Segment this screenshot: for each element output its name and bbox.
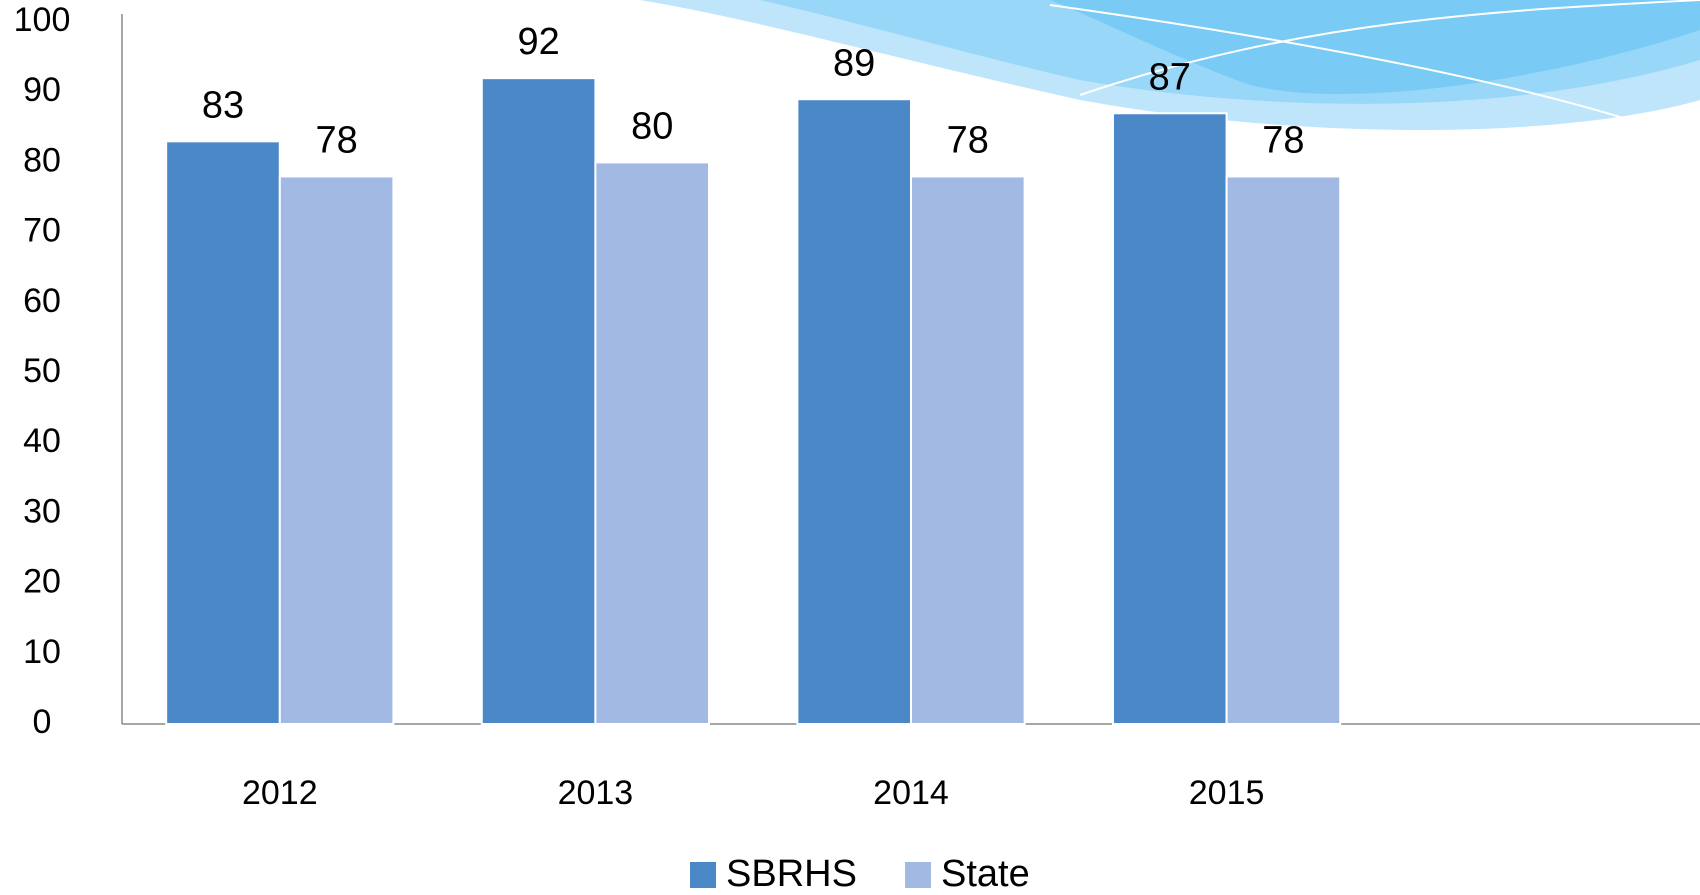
y-tick-label: 90 — [23, 71, 61, 109]
bar — [797, 99, 911, 724]
legend-label: SBRHS — [726, 853, 857, 895]
bar — [166, 141, 280, 724]
data-label: 83 — [202, 84, 244, 126]
chart: 0 10 20 30 40 50 60 70 80 90 100 2012 83 78 2013 92 80 20… — [0, 0, 1700, 895]
data-label: 92 — [517, 21, 559, 63]
data-label: 89 — [833, 42, 875, 84]
legend-label: State — [941, 853, 1030, 895]
x-tick-label: 2015 — [1189, 774, 1265, 812]
bar — [911, 176, 1025, 724]
y-tick-label: 50 — [23, 352, 61, 390]
page: {"chart_data": {"type": "bar", "categori… — [0, 0, 1700, 895]
y-tick-label: 60 — [23, 282, 61, 320]
x-tick-label: 2013 — [558, 774, 634, 812]
x-tick-label: 2012 — [242, 774, 318, 812]
data-label: 78 — [1262, 119, 1304, 161]
y-tick-label: 80 — [23, 141, 61, 179]
bar — [595, 162, 709, 724]
bar — [1113, 113, 1227, 724]
data-label: 78 — [947, 119, 989, 161]
data-label: 87 — [1149, 56, 1191, 98]
bar — [280, 176, 394, 724]
y-tick-label: 100 — [14, 1, 71, 39]
legend-swatch — [690, 862, 716, 888]
data-label: 80 — [631, 105, 673, 147]
y-tick-label: 0 — [33, 703, 52, 741]
legend-swatch — [905, 862, 931, 888]
y-tick-label: 30 — [23, 492, 61, 530]
x-tick-label: 2014 — [873, 774, 949, 812]
y-tick-label: 70 — [23, 212, 61, 250]
y-tick-label: 10 — [23, 633, 61, 671]
y-tick-label: 40 — [23, 422, 61, 460]
bar — [1227, 176, 1341, 724]
y-tick-label: 20 — [23, 563, 61, 601]
bar — [482, 78, 596, 724]
data-label: 78 — [315, 119, 357, 161]
